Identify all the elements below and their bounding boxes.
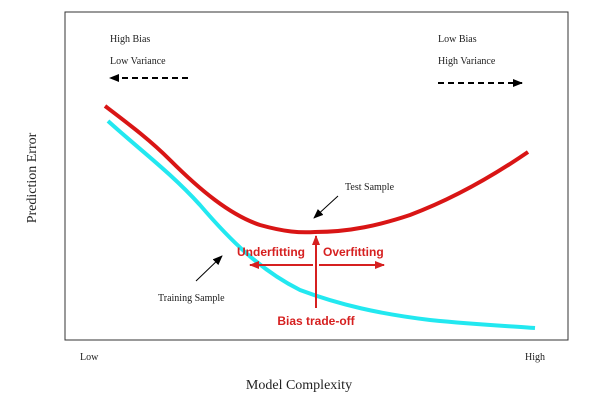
label: Low Bias — [438, 34, 477, 45]
curve-label: Test Sample — [345, 182, 395, 193]
annotation: Overfitting — [323, 245, 384, 259]
pointer — [195, 255, 223, 282]
label: Low Variance — [110, 56, 166, 67]
test-curve — [103, 104, 530, 235]
plot-frame — [64, 11, 569, 341]
annotation: Underfitting — [237, 245, 305, 259]
training-curve — [106, 119, 536, 330]
x-high: High — [525, 352, 545, 363]
y-axis-label: Prediction Error — [25, 132, 40, 223]
x-low: Low — [80, 352, 99, 363]
pointer — [313, 195, 339, 219]
annotation: Bias trade-off — [277, 314, 355, 328]
label: High Variance — [438, 56, 496, 67]
curve-label: Training Sample — [158, 293, 225, 304]
x-axis-label: Model Complexity — [246, 378, 352, 393]
label: High Bias — [110, 34, 150, 45]
